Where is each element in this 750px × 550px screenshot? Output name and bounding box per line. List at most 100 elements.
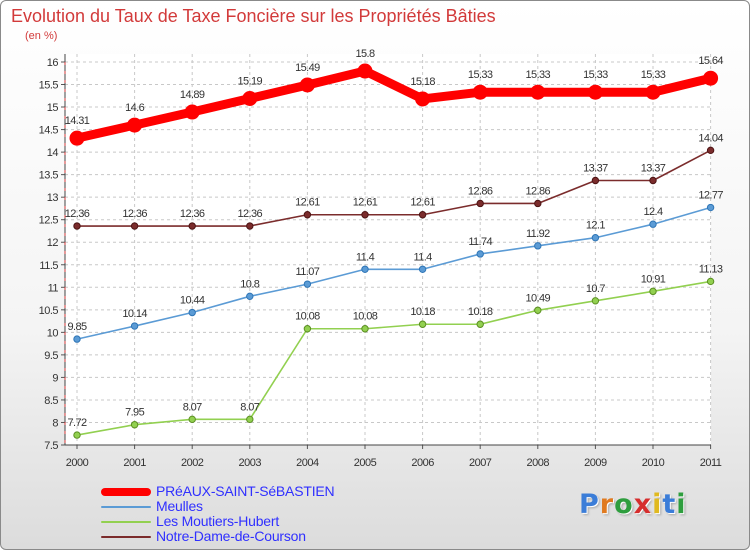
y-tick-label: 11.5 xyxy=(39,260,58,272)
data-point xyxy=(130,322,139,330)
data-label: 15.64 xyxy=(698,55,723,67)
legend-swatch xyxy=(101,536,151,538)
data-point xyxy=(246,415,254,424)
data-point xyxy=(415,91,431,107)
x-tick-label: 2006 xyxy=(411,457,434,469)
data-label: 9.85 xyxy=(67,321,86,333)
data-label: 13.37 xyxy=(583,163,608,175)
data-point xyxy=(246,222,254,230)
data-label: 15.19 xyxy=(238,75,263,87)
data-label: 10.08 xyxy=(295,311,320,323)
data-label: 10.18 xyxy=(410,306,435,318)
data-label: 8.07 xyxy=(240,401,259,413)
data-point xyxy=(587,84,603,100)
series-line xyxy=(72,66,716,143)
legend-swatch xyxy=(101,488,151,496)
data-point xyxy=(649,220,657,228)
data-label: 10.7 xyxy=(586,283,605,295)
data-label: 15.8 xyxy=(355,48,374,60)
data-point xyxy=(706,146,715,155)
data-point xyxy=(303,211,312,219)
data-point xyxy=(591,234,600,242)
data-point xyxy=(361,325,369,333)
data-point xyxy=(127,117,143,133)
data-label: 14.31 xyxy=(65,115,90,127)
data-point xyxy=(530,84,546,100)
data-label: 12.36 xyxy=(65,208,90,220)
series-pr-aux-saint-s-bastien: 14.31 14.6 14.89 15.19 15.49 15.8 15.18 15.33 15… xyxy=(65,48,724,146)
y-tick-label: 10.5 xyxy=(39,305,59,317)
data-label: 15.33 xyxy=(526,69,551,81)
data-label: 10.91 xyxy=(641,273,666,285)
series-line xyxy=(76,206,712,340)
data-point xyxy=(534,306,542,314)
data-label: 10.14 xyxy=(122,308,147,320)
data-point xyxy=(299,77,315,93)
data-label: 14.04 xyxy=(698,132,723,144)
data-point xyxy=(649,287,657,296)
y-tick-label: 12.5 xyxy=(39,215,59,227)
data-label: 7.95 xyxy=(125,407,144,419)
y-tick-label: 15.5 xyxy=(39,80,59,92)
x-tick-label: 2002 xyxy=(181,457,204,469)
legend-label: Meulles xyxy=(156,498,203,514)
data-point xyxy=(534,242,542,250)
series-notre-dame-de-courson: 12.36 12.36 12.36 12.36 12.61 12.61 12.61 12.86… xyxy=(65,132,724,230)
data-label: 15.18 xyxy=(410,76,435,88)
data-label: 14.89 xyxy=(180,89,205,101)
data-label: 13.37 xyxy=(641,163,666,175)
data-label: 15.33 xyxy=(468,69,493,81)
y-tick-label: 8 xyxy=(52,417,58,429)
data-point xyxy=(706,203,715,212)
data-label: 15.33 xyxy=(583,69,608,81)
data-label: 10.8 xyxy=(240,278,259,290)
data-label: 12.1 xyxy=(586,220,605,232)
y-tick-label: 15 xyxy=(47,102,59,114)
data-label: 11.74 xyxy=(468,236,492,248)
y-tick-label: 11 xyxy=(48,282,59,294)
legend-label: Les Moutiers-Hubert xyxy=(156,513,280,529)
data-point xyxy=(706,277,715,286)
data-point xyxy=(645,84,661,100)
series-meulles: 9.85 10.14 10.44 10.8 11.07 11.4 11.4 11.74 11.9… xyxy=(67,190,724,343)
data-point xyxy=(130,421,139,429)
data-point xyxy=(188,415,196,424)
data-point xyxy=(472,84,488,100)
x-tick-label: 2007 xyxy=(469,457,492,469)
data-label: 11.4 xyxy=(356,251,375,263)
data-label: 12.36 xyxy=(238,208,263,220)
data-label: 12.61 xyxy=(410,197,435,209)
y-tick-label: 7.5 xyxy=(44,440,58,452)
y-tick-label: 9.5 xyxy=(44,350,58,362)
y-tick-label: 10 xyxy=(47,327,59,339)
data-point xyxy=(418,265,427,273)
data-label: 10.44 xyxy=(180,295,205,307)
legend-label: PRéAUX-SAINT-SéBASTIEN xyxy=(156,483,335,499)
data-label: 10.08 xyxy=(353,311,378,323)
data-point xyxy=(73,222,81,230)
data-point xyxy=(73,335,81,343)
data-point xyxy=(69,130,85,146)
y-tick-label: 9 xyxy=(52,372,58,384)
legend-swatch xyxy=(101,506,151,508)
data-label: 10.18 xyxy=(468,306,493,318)
y-tick-label: 14.5 xyxy=(39,125,59,137)
x-tick-label: 2010 xyxy=(642,457,665,469)
data-label: 11.07 xyxy=(296,266,320,278)
data-point xyxy=(188,222,196,230)
data-label: 15.33 xyxy=(641,69,666,81)
x-tick-label: 2009 xyxy=(584,457,607,469)
data-label: 12.61 xyxy=(295,197,320,209)
series-line xyxy=(76,280,712,436)
data-label: 15.49 xyxy=(295,62,320,74)
data-point xyxy=(591,297,600,305)
data-point xyxy=(476,250,484,258)
legend-label: Notre-Dame-de-Courson xyxy=(156,528,306,544)
data-label: 7.72 xyxy=(67,417,86,429)
y-tick-label: 14 xyxy=(47,147,59,159)
data-point xyxy=(188,308,196,317)
y-tick-label: 12 xyxy=(47,237,59,249)
data-point xyxy=(361,211,369,219)
